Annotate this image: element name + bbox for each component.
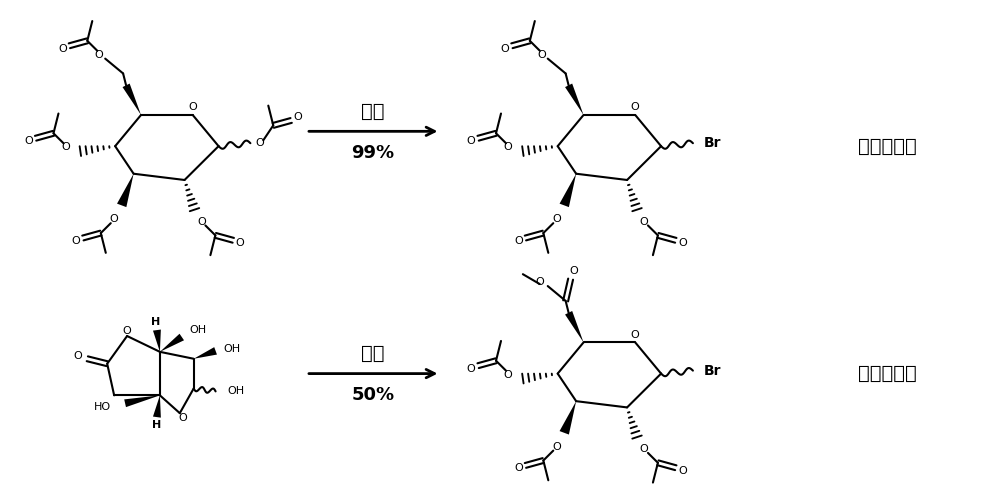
Text: O: O	[72, 236, 80, 246]
Polygon shape	[153, 395, 161, 418]
Text: O: O	[95, 50, 104, 60]
Text: O: O	[514, 464, 523, 474]
Text: 50%: 50%	[351, 386, 394, 404]
Text: O: O	[535, 277, 544, 287]
Text: 单步: 单步	[361, 102, 384, 121]
Text: O: O	[58, 44, 67, 54]
Text: O: O	[552, 214, 561, 224]
Text: O: O	[640, 217, 648, 227]
Text: O: O	[178, 413, 187, 423]
Text: O: O	[188, 102, 197, 112]
Polygon shape	[560, 401, 576, 435]
Text: O: O	[631, 102, 640, 112]
Text: O: O	[236, 238, 245, 249]
Text: O: O	[467, 364, 476, 374]
Text: Br: Br	[704, 136, 722, 150]
Polygon shape	[124, 395, 160, 407]
Text: O: O	[569, 266, 578, 276]
Text: Br: Br	[704, 364, 722, 377]
Polygon shape	[123, 84, 141, 115]
Polygon shape	[117, 174, 134, 207]
Text: H: H	[151, 317, 161, 327]
Text: O: O	[514, 236, 523, 246]
Text: O: O	[552, 442, 561, 452]
Polygon shape	[153, 330, 161, 352]
Text: O: O	[255, 138, 264, 148]
Text: 两步: 两步	[361, 344, 384, 364]
Text: HO: HO	[94, 402, 111, 412]
Text: O: O	[73, 351, 82, 361]
Text: O: O	[197, 217, 206, 227]
Polygon shape	[560, 174, 576, 207]
Text: O: O	[123, 326, 131, 336]
Text: O: O	[678, 238, 687, 249]
Text: 半乳糖基溴: 半乳糖基溴	[858, 136, 917, 156]
Polygon shape	[565, 84, 584, 115]
Polygon shape	[194, 347, 217, 359]
Text: O: O	[640, 444, 648, 454]
Text: O: O	[504, 370, 512, 379]
Text: OH: OH	[223, 344, 240, 354]
Text: O: O	[678, 466, 687, 476]
Polygon shape	[160, 334, 184, 352]
Text: OH: OH	[189, 325, 206, 335]
Text: O: O	[537, 50, 546, 60]
Text: O: O	[631, 330, 640, 340]
Text: 99%: 99%	[351, 144, 394, 162]
Text: O: O	[504, 142, 512, 152]
Text: O: O	[109, 214, 118, 224]
Text: O: O	[61, 142, 70, 152]
Text: O: O	[501, 44, 509, 54]
Text: O: O	[24, 136, 33, 146]
Text: O: O	[294, 113, 303, 123]
Text: OH: OH	[227, 386, 244, 396]
Text: O: O	[467, 136, 476, 146]
Polygon shape	[565, 311, 584, 343]
Text: 葡糖醛酸溴: 葡糖醛酸溴	[858, 364, 917, 383]
Text: H: H	[152, 420, 162, 430]
